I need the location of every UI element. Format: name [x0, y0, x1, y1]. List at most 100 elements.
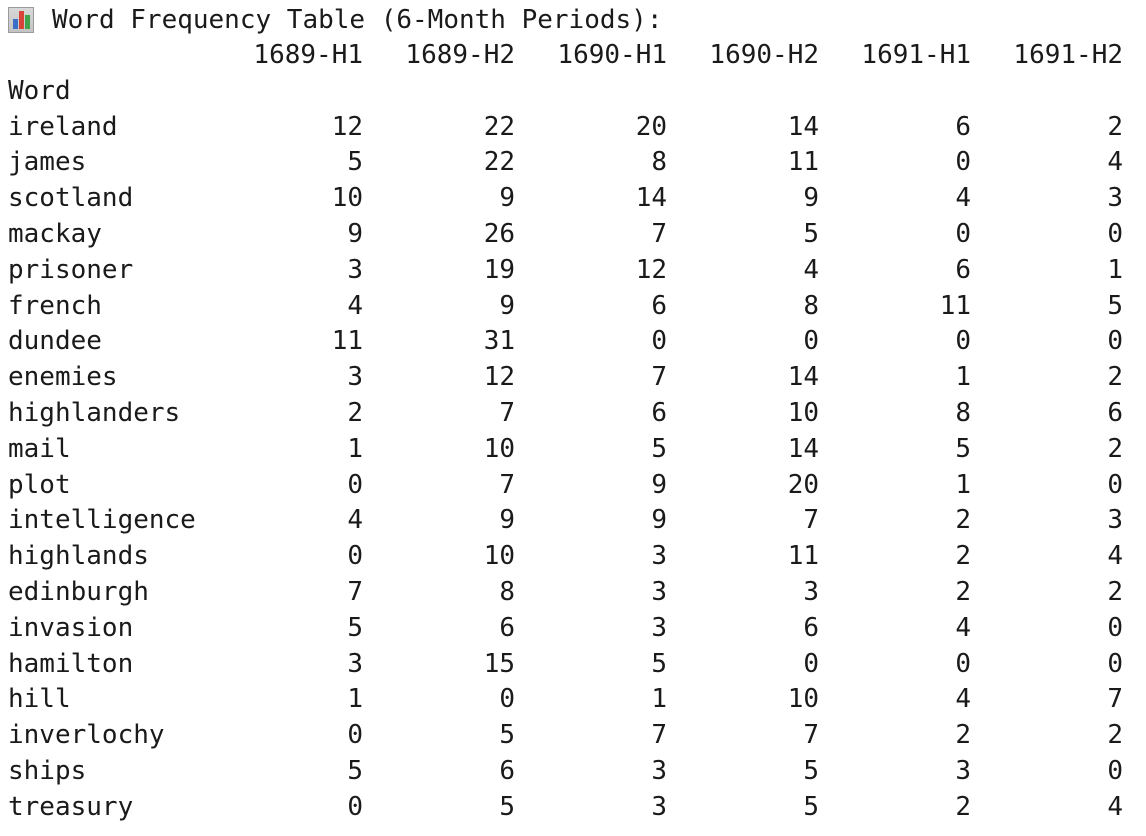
count-cell: 10 — [787, 397, 819, 428]
count-cell: 0 — [955, 218, 971, 249]
count-cell: 14 — [635, 183, 667, 214]
count-cell: 0 — [347, 720, 363, 751]
count-cell: 6 — [651, 290, 667, 321]
count-cell: 0 — [347, 541, 363, 572]
column-header: 1690-H2 — [709, 40, 819, 70]
count-cell: 3 — [651, 541, 667, 572]
count-cell: 2 — [1107, 111, 1123, 142]
table-row: plot 0 7 9 20 1 0 — [8, 468, 1123, 504]
count-cell: 5 — [803, 755, 819, 786]
count-cell: 4 — [1107, 541, 1123, 572]
table-row: mackay 9 26 7 5 0 0 — [8, 217, 1123, 253]
table-row: ships 5 6 3 5 3 0 — [8, 754, 1123, 790]
count-cell: 6 — [955, 254, 971, 285]
count-cell: 7 — [651, 362, 667, 393]
index-label: Word — [8, 75, 71, 106]
count-cell: 0 — [1107, 648, 1123, 679]
count-cell: 1 — [651, 684, 667, 715]
count-cell: 9 — [499, 505, 515, 536]
word-cell: invasion — [8, 612, 134, 643]
count-cell: 6 — [499, 755, 515, 786]
count-cell: 0 — [347, 791, 363, 822]
count-cell: 2 — [1107, 720, 1123, 751]
count-cell: 3 — [1107, 183, 1123, 214]
word-cell: highlanders — [8, 397, 181, 428]
word-cell: treasury — [8, 791, 134, 822]
count-cell: 5 — [803, 791, 819, 822]
table-row: edinburgh 7 8 3 3 2 2 — [8, 575, 1123, 611]
count-cell: 11 — [939, 290, 971, 321]
table-row: scotland 10 9 14 9 4 3 — [8, 181, 1123, 217]
count-cell: 1 — [955, 469, 971, 500]
count-cell: 0 — [499, 684, 515, 715]
count-cell: 7 — [1107, 684, 1123, 715]
count-cell: 8 — [955, 397, 971, 428]
count-cell: 3 — [651, 612, 667, 643]
count-cell: 2 — [955, 576, 971, 607]
count-cell: 3 — [651, 576, 667, 607]
count-cell: 2 — [1107, 362, 1123, 393]
count-cell: 20 — [635, 111, 667, 142]
count-cell: 14 — [787, 362, 819, 393]
count-cell: 5 — [803, 218, 819, 249]
table-row: intelligence 4 9 9 7 2 3 — [8, 503, 1123, 539]
column-header-row: 1689-H1 1689-H2 1690-H1 1690-H2 1691-H1 … — [8, 38, 1123, 74]
count-cell: 2 — [955, 791, 971, 822]
count-cell: 7 — [651, 218, 667, 249]
count-cell: 26 — [483, 218, 515, 249]
count-cell: 2 — [1107, 576, 1123, 607]
table-row: dundee 11 31 0 0 0 0 — [8, 324, 1123, 360]
count-cell: 9 — [347, 218, 363, 249]
count-cell: 9 — [499, 183, 515, 214]
word-cell: intelligence — [8, 505, 196, 536]
count-cell: 7 — [803, 720, 819, 751]
count-cell: 14 — [787, 111, 819, 142]
count-cell: 3 — [803, 576, 819, 607]
count-cell: 3 — [347, 362, 363, 393]
count-cell: 8 — [499, 576, 515, 607]
count-cell: 0 — [1107, 469, 1123, 500]
table-row: french 4 9 6 8 11 5 — [8, 289, 1123, 325]
table-row: prisoner 3 19 12 4 6 1 — [8, 253, 1123, 289]
word-cell: edinburgh — [8, 576, 149, 607]
count-cell: 5 — [347, 755, 363, 786]
count-cell: 5 — [499, 791, 515, 822]
count-cell: 1 — [1107, 254, 1123, 285]
table-row: highlands 0 10 3 11 2 4 — [8, 539, 1123, 575]
count-cell: 0 — [803, 648, 819, 679]
count-cell: 0 — [955, 326, 971, 357]
word-cell: james — [8, 147, 87, 178]
word-frequency-table: 1689-H1 1689-H2 1690-H1 1690-H2 1691-H1 … — [8, 38, 1123, 826]
column-header: 1689-H2 — [405, 40, 515, 70]
column-header: 1690-H1 — [557, 40, 667, 70]
count-cell: 5 — [651, 433, 667, 464]
count-cell: 10 — [483, 541, 515, 572]
count-cell: 1 — [347, 433, 363, 464]
count-cell: 5 — [347, 147, 363, 178]
count-cell: 12 — [635, 254, 667, 285]
count-cell: 7 — [803, 505, 819, 536]
count-cell: 4 — [955, 684, 971, 715]
table-row: treasury 0 5 3 5 2 4 — [8, 790, 1123, 826]
count-cell: 2 — [955, 505, 971, 536]
count-cell: 5 — [347, 612, 363, 643]
index-label-row: Word — [8, 74, 1123, 110]
count-cell: 15 — [483, 648, 515, 679]
column-header: 1689-H1 — [253, 40, 363, 70]
count-cell: 22 — [483, 111, 515, 142]
count-cell: 9 — [803, 183, 819, 214]
count-cell: 2 — [955, 720, 971, 751]
count-cell: 3 — [347, 254, 363, 285]
word-cell: dundee — [8, 326, 102, 357]
count-cell: 0 — [651, 326, 667, 357]
word-cell: french — [8, 290, 102, 321]
table-row: highlanders 2 7 6 10 8 6 — [8, 396, 1123, 432]
count-cell: 9 — [651, 469, 667, 500]
table-row: enemies 3 12 7 14 1 2 — [8, 360, 1123, 396]
table-row: inverlochy 0 5 7 7 2 2 — [8, 718, 1123, 754]
word-cell: plot — [8, 469, 71, 500]
count-cell: 7 — [499, 397, 515, 428]
word-cell: inverlochy — [8, 720, 165, 751]
column-header: 1691-H2 — [1013, 40, 1123, 70]
word-cell: hill — [8, 684, 71, 715]
